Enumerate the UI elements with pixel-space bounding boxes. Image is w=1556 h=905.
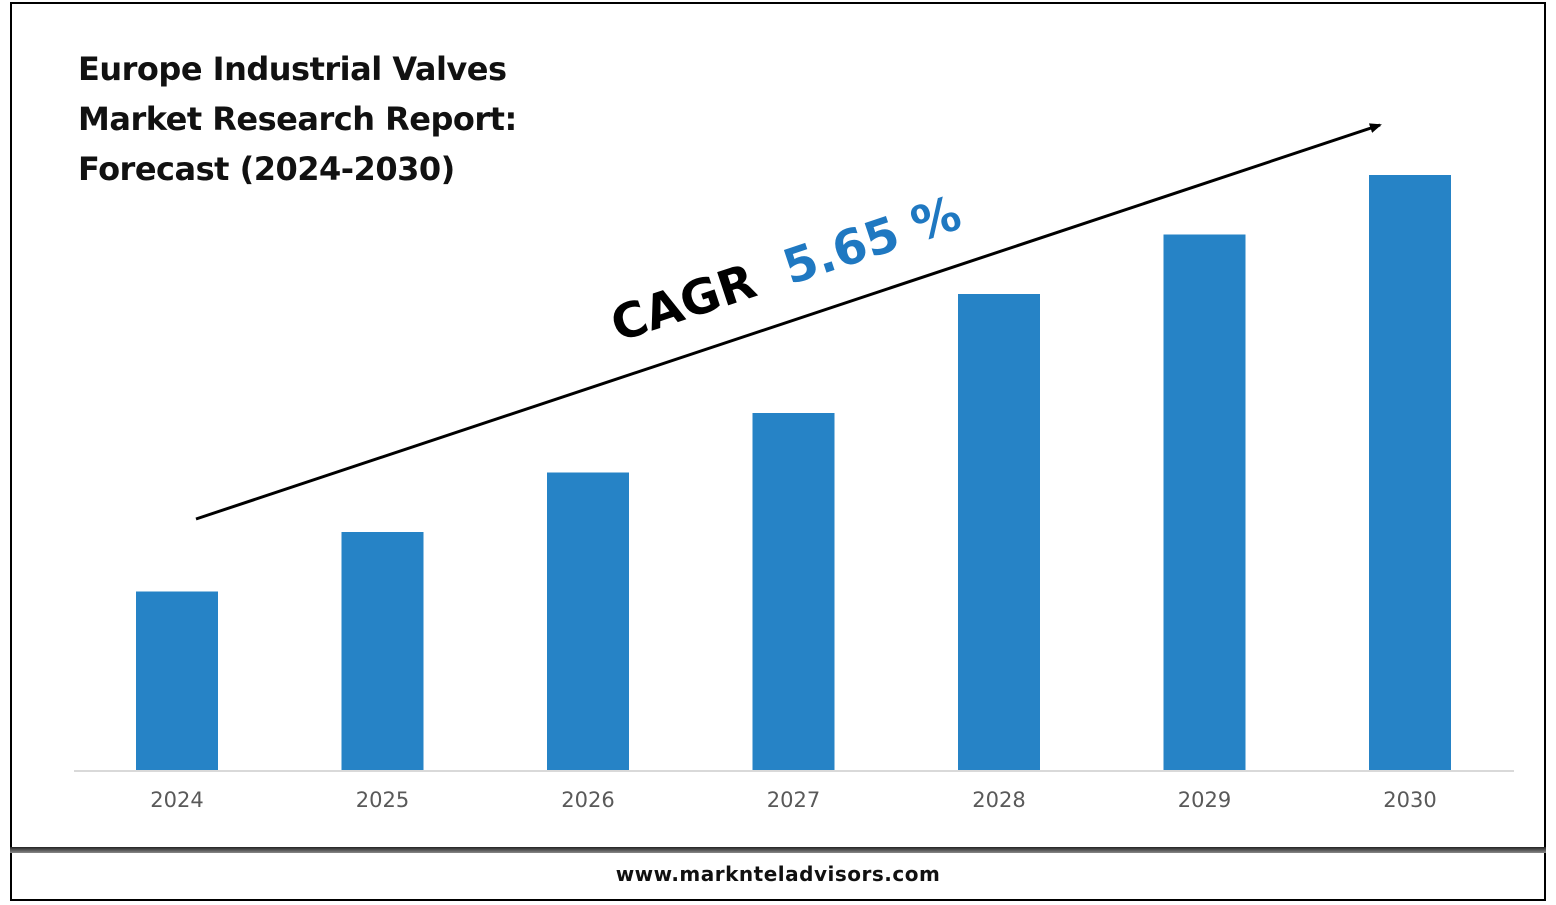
bar-2030 (1369, 175, 1451, 770)
bar-2025 (341, 532, 424, 770)
chart-title-line-2: Market Research Report: (78, 100, 517, 138)
x-tick-label-2027: 2027 (767, 788, 820, 812)
growth-arrow (195, 123, 1382, 521)
bar-2024 (136, 591, 218, 770)
cagr-annotation: CAGR 5.65 % (604, 185, 968, 353)
footer-divider (10, 847, 1546, 853)
bar-2027 (752, 413, 835, 770)
bars-group (136, 175, 1451, 770)
x-tick-label-2030: 2030 (1383, 788, 1436, 812)
x-tick-label-2025: 2025 (356, 788, 409, 812)
cagr-value: 5.65 % (776, 185, 968, 296)
footer-url: www.marknteladvisors.com (615, 862, 941, 886)
chart-title: Europe Industrial Valves Market Research… (78, 44, 538, 194)
x-axis-ticks: 2024 2025 2026 2027 2028 2029 2030 (150, 788, 1436, 812)
bar-2028 (958, 294, 1040, 770)
bar-2026 (547, 472, 629, 770)
chart-title-line-1: Europe Industrial Valves (78, 50, 507, 88)
x-tick-label-2024: 2024 (150, 788, 203, 812)
chart-title-line-3: Forecast (2024-2030) (78, 150, 455, 188)
x-tick-label-2028: 2028 (972, 788, 1025, 812)
x-tick-label-2026: 2026 (561, 788, 614, 812)
x-tick-label-2029: 2029 (1178, 788, 1231, 812)
bar-2029 (1163, 234, 1246, 770)
